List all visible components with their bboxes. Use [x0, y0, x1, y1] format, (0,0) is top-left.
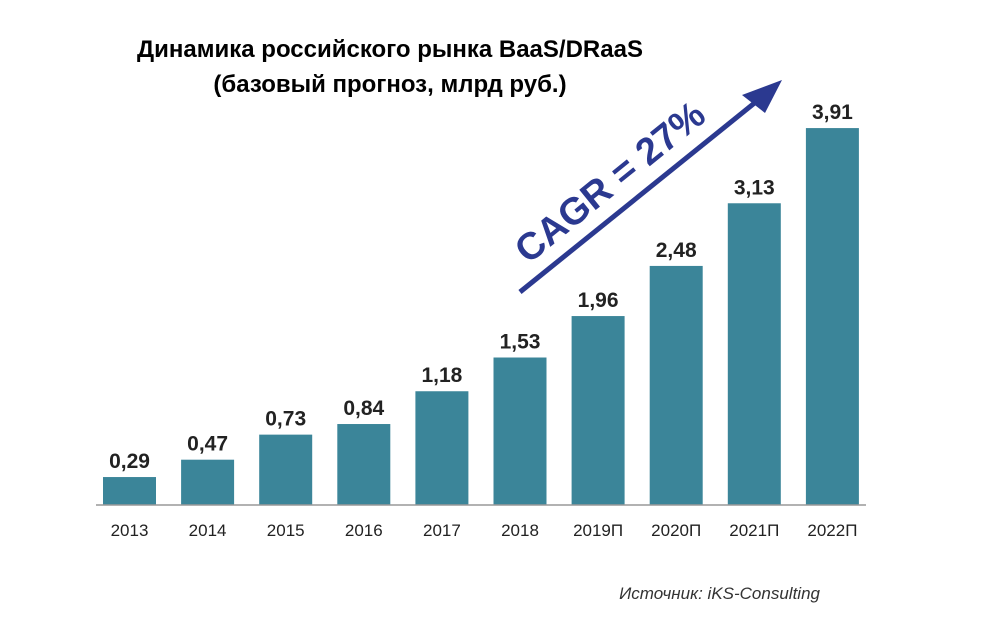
x-tick-label: 2022П: [807, 521, 857, 540]
data-label: 0,29: [109, 450, 150, 473]
data-label: 1,96: [578, 289, 619, 312]
bar-2015: [259, 434, 313, 505]
x-tick-label: 2014: [189, 521, 227, 540]
x-tick-label: 2015: [267, 521, 305, 540]
bar-2022П: [805, 128, 859, 506]
bar-2017: [415, 391, 469, 505]
data-label: 0,84: [343, 397, 384, 420]
arrow-head-icon: [742, 80, 782, 113]
data-label: 2,48: [656, 239, 697, 262]
data-label: 1,53: [500, 331, 541, 354]
bar-2020П: [649, 265, 703, 505]
bar-2018: [493, 357, 547, 505]
bar-2016: [337, 424, 391, 505]
data-label: 3,13: [734, 176, 775, 199]
data-label: 0,47: [187, 433, 228, 456]
cagr-arrow: [518, 80, 782, 294]
bar-2019П: [571, 316, 625, 505]
data-label: 1,18: [421, 364, 462, 387]
x-tick-label: 2019П: [573, 521, 623, 540]
bar-2021П: [727, 203, 781, 505]
x-tick-label: 2016: [345, 521, 383, 540]
source-note: Источник: iKS-Consulting: [619, 584, 820, 603]
x-tick-label: 2017: [423, 521, 461, 540]
data-label: 3,91: [812, 101, 853, 124]
chart-subtitle: (базовый прогноз, млрд руб.): [213, 71, 566, 98]
x-tick-label: 2013: [111, 521, 149, 540]
data-label: 0,73: [265, 408, 306, 431]
x-tick-label: 2021П: [729, 521, 779, 540]
chart-title: Динамика российского рынка BaaS/DRaaS: [137, 36, 643, 63]
x-tick-label: 2018: [501, 521, 539, 540]
bar-2013: [103, 477, 156, 505]
bar-2014: [181, 459, 235, 505]
x-tick-label: 2020П: [651, 521, 701, 540]
